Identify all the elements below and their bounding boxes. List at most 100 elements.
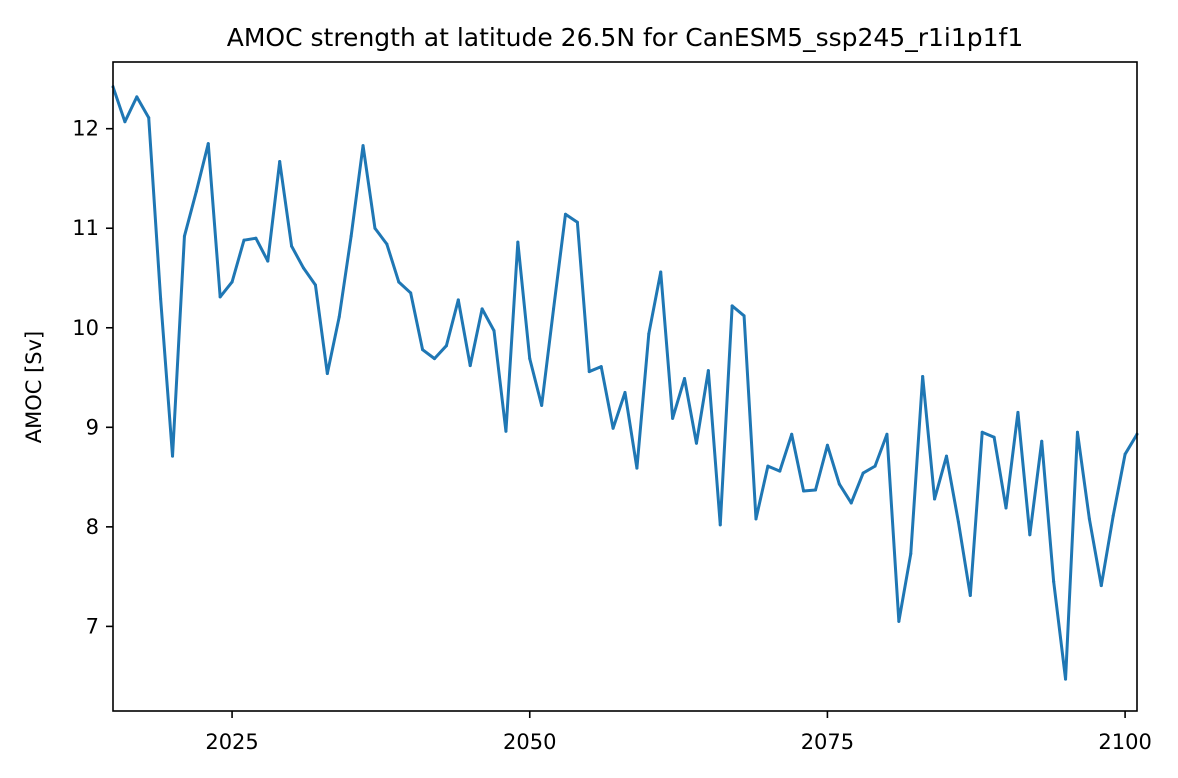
data-points: [111, 85, 1139, 681]
x-tick-label: 2050: [503, 730, 556, 754]
data-point: [754, 517, 758, 521]
data-point: [135, 95, 139, 99]
plot-frame: [112, 61, 1138, 712]
data-point: [337, 315, 341, 319]
data-point: [147, 116, 151, 120]
data-point: [956, 520, 960, 524]
data-point: [1004, 506, 1008, 510]
data-point: [528, 357, 532, 361]
data-point: [302, 266, 306, 270]
data-point: [575, 220, 579, 224]
data-point: [671, 416, 675, 420]
data-point: [552, 307, 556, 311]
y-tick-label: 9: [86, 415, 99, 439]
data-point: [1099, 584, 1103, 588]
data-point: [885, 432, 889, 436]
data-point: [623, 390, 627, 394]
data-point: [980, 430, 984, 434]
data-point: [1075, 430, 1079, 434]
data-point: [861, 471, 865, 475]
data-point: [790, 432, 794, 436]
y-axis-label: AMOC [Sv]: [22, 331, 46, 444]
data-point: [659, 270, 663, 274]
y-tick-label: 7: [86, 614, 99, 638]
data-point: [1016, 410, 1020, 414]
data-point: [694, 441, 698, 445]
data-point: [480, 307, 484, 311]
data-point: [1064, 677, 1068, 681]
data-point: [730, 304, 734, 308]
chart-title: AMOC strength at latitude 26.5N for CanE…: [227, 23, 1023, 52]
data-point: [706, 369, 710, 373]
data-point: [123, 120, 127, 124]
data-point: [563, 212, 567, 216]
data-point: [349, 234, 353, 238]
data-point: [897, 619, 901, 623]
x-tick-label: 2025: [205, 730, 258, 754]
data-point: [242, 238, 246, 242]
data-point: [1040, 439, 1044, 443]
data-point: [373, 226, 377, 230]
data-point: [683, 377, 687, 381]
data-point: [254, 236, 258, 240]
data-point: [397, 280, 401, 284]
y-tick-label: 10: [72, 316, 99, 340]
data-point: [540, 403, 544, 407]
data-point: [635, 466, 639, 470]
data-point: [218, 295, 222, 299]
data-point: [992, 435, 996, 439]
data-point: [718, 523, 722, 527]
data-point: [504, 429, 508, 433]
data-point: [968, 594, 972, 598]
data-point: [230, 280, 234, 284]
data-point: [385, 242, 389, 246]
data-point: [909, 552, 913, 556]
data-point: [171, 454, 175, 458]
data-point: [921, 375, 925, 379]
data-point: [468, 364, 472, 368]
data-point: [742, 314, 746, 318]
data-point: [802, 489, 806, 493]
data-point: [611, 426, 615, 430]
data-point: [182, 234, 186, 238]
data-point: [194, 189, 198, 193]
data-point: [313, 283, 317, 287]
data-point: [516, 240, 520, 244]
y-tick-label: 8: [86, 515, 99, 539]
data-point: [421, 348, 425, 352]
data-point: [266, 259, 270, 263]
x-tick-label: 2075: [801, 730, 854, 754]
data-point: [944, 454, 948, 458]
data-point: [409, 291, 413, 295]
data-point: [647, 332, 651, 336]
data-point: [290, 244, 294, 248]
data-point: [456, 298, 460, 302]
data-point: [1087, 517, 1091, 521]
data-point: [325, 372, 329, 376]
data-point: [492, 329, 496, 333]
data-point: [599, 365, 603, 369]
data-point: [278, 160, 282, 164]
data-point: [873, 464, 877, 468]
data-point: [1028, 533, 1032, 537]
data-point: [933, 497, 937, 501]
y-tick-label: 12: [72, 117, 99, 141]
data-point: [159, 297, 163, 301]
data-point: [587, 370, 591, 374]
data-point: [825, 443, 829, 447]
data-point: [432, 357, 436, 361]
data-point: [1052, 580, 1056, 584]
data-point: [778, 469, 782, 473]
data-point: [444, 344, 448, 348]
data-point: [849, 501, 853, 505]
data-point: [206, 142, 210, 146]
x-tick-label: 2100: [1098, 730, 1151, 754]
y-tick-label: 11: [72, 216, 99, 240]
data-point: [766, 464, 770, 468]
data-point: [837, 482, 841, 486]
data-point: [361, 144, 365, 148]
data-point: [1123, 452, 1127, 456]
data-point: [814, 488, 818, 492]
